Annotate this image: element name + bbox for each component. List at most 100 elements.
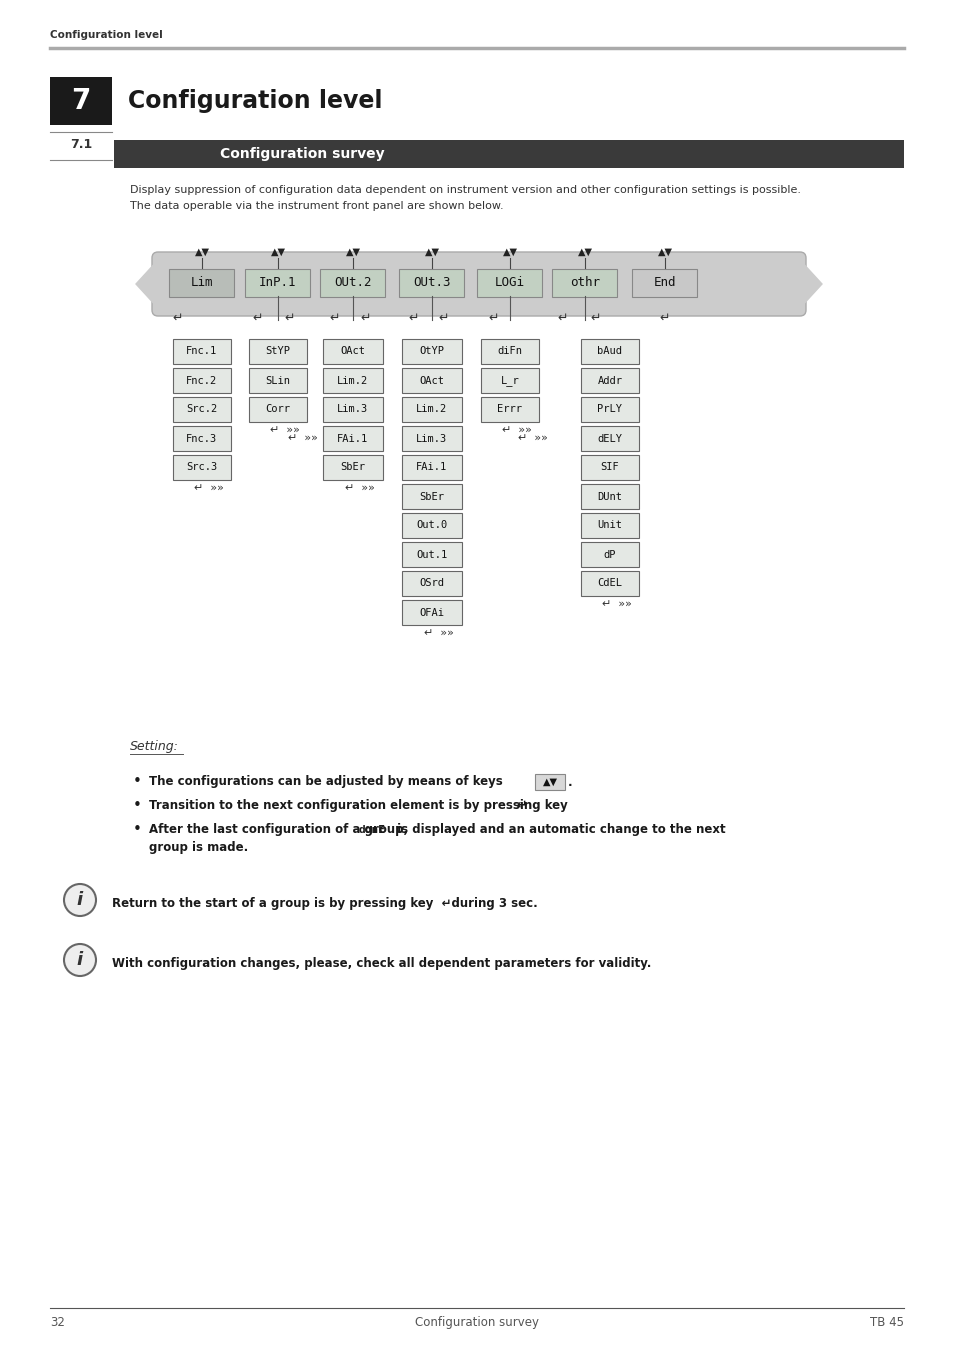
Text: PrLY: PrLY: [597, 405, 622, 414]
Text: ↵: ↵: [438, 312, 449, 325]
Text: Configuration level: Configuration level: [50, 30, 163, 40]
Text: CdEL: CdEL: [597, 579, 622, 589]
Text: Display suppression of configuration data dependent on instrument version and ot: Display suppression of configuration dat…: [130, 185, 801, 194]
Text: SLin: SLin: [265, 375, 291, 386]
Text: ↵  »»: ↵ »»: [288, 433, 317, 443]
Text: ↵: ↵: [516, 799, 526, 813]
Text: ↵  »»: ↵ »»: [423, 628, 454, 639]
Text: •: •: [132, 822, 142, 837]
FancyBboxPatch shape: [399, 269, 464, 297]
Text: Out.1: Out.1: [416, 549, 447, 559]
FancyBboxPatch shape: [249, 339, 307, 365]
Text: is displayed and an automatic change to the next: is displayed and an automatic change to …: [393, 824, 725, 837]
FancyBboxPatch shape: [401, 513, 461, 539]
FancyBboxPatch shape: [172, 369, 231, 393]
Text: othr: othr: [569, 277, 599, 289]
Text: Configuration level: Configuration level: [128, 89, 382, 113]
FancyBboxPatch shape: [245, 269, 310, 297]
FancyBboxPatch shape: [172, 455, 231, 481]
FancyBboxPatch shape: [249, 397, 307, 423]
Text: ↵: ↵: [172, 312, 183, 325]
FancyBboxPatch shape: [172, 339, 231, 365]
FancyBboxPatch shape: [323, 369, 382, 393]
Text: .: .: [567, 775, 572, 788]
Text: InP.1: InP.1: [259, 277, 296, 289]
Text: ▲▼: ▲▼: [577, 247, 592, 256]
FancyBboxPatch shape: [323, 427, 382, 451]
Text: ↵  »»: ↵ »»: [270, 425, 299, 435]
Text: Setting:: Setting:: [130, 740, 178, 753]
Text: dP: dP: [603, 549, 616, 559]
Text: SbEr: SbEr: [340, 463, 365, 472]
Text: ▲▼: ▲▼: [345, 247, 360, 256]
Text: Fnc.3: Fnc.3: [186, 433, 217, 444]
Text: ↵: ↵: [488, 312, 498, 325]
FancyBboxPatch shape: [50, 77, 112, 126]
FancyBboxPatch shape: [580, 513, 639, 539]
Text: Lim.2: Lim.2: [416, 405, 447, 414]
Text: Transition to the next configuration element is by pressing key: Transition to the next configuration ele…: [149, 799, 571, 813]
Text: OAct: OAct: [340, 347, 365, 356]
FancyBboxPatch shape: [401, 485, 461, 509]
FancyBboxPatch shape: [580, 541, 639, 567]
Text: ↵: ↵: [408, 312, 418, 325]
FancyBboxPatch shape: [113, 140, 903, 167]
FancyBboxPatch shape: [401, 427, 461, 451]
FancyBboxPatch shape: [580, 369, 639, 393]
Text: ↵: ↵: [360, 312, 371, 325]
Text: FAi.1: FAi.1: [337, 433, 368, 444]
Text: bAud: bAud: [597, 347, 622, 356]
Text: ▲▼: ▲▼: [194, 247, 210, 256]
Text: TB 45: TB 45: [869, 1316, 903, 1328]
Circle shape: [64, 944, 96, 976]
FancyBboxPatch shape: [580, 339, 639, 365]
Text: ↵: ↵: [284, 312, 294, 325]
FancyBboxPatch shape: [401, 599, 461, 625]
Text: ↵: ↵: [253, 312, 263, 325]
Text: i: i: [77, 950, 83, 969]
FancyBboxPatch shape: [172, 397, 231, 423]
Text: dELY: dELY: [597, 433, 622, 444]
FancyBboxPatch shape: [323, 455, 382, 481]
Text: ↵  »»: ↵ »»: [193, 483, 224, 493]
Text: donE: donE: [358, 825, 386, 836]
FancyBboxPatch shape: [480, 397, 538, 423]
Text: ↵: ↵: [659, 312, 670, 325]
Text: 32: 32: [50, 1316, 65, 1328]
FancyBboxPatch shape: [323, 397, 382, 423]
FancyBboxPatch shape: [152, 252, 805, 316]
Text: Errr: Errr: [497, 405, 522, 414]
Text: Lim.3: Lim.3: [416, 433, 447, 444]
Polygon shape: [800, 261, 821, 308]
Text: DUnt: DUnt: [597, 491, 622, 501]
FancyBboxPatch shape: [580, 571, 639, 595]
Text: OUt.3: OUt.3: [413, 277, 450, 289]
FancyBboxPatch shape: [552, 269, 617, 297]
Text: Src.3: Src.3: [186, 463, 217, 472]
Text: OAct: OAct: [419, 375, 444, 386]
Text: With configuration changes, please, check all dependent parameters for validity.: With configuration changes, please, chec…: [112, 957, 651, 971]
Circle shape: [64, 884, 96, 917]
Text: •: •: [132, 798, 142, 814]
Text: •: •: [132, 775, 142, 790]
FancyBboxPatch shape: [401, 397, 461, 423]
Text: The data operable via the instrument front panel are shown below.: The data operable via the instrument fro…: [130, 201, 503, 211]
Text: LOGi: LOGi: [495, 277, 524, 289]
Text: ↵  »»: ↵ »»: [517, 433, 547, 443]
FancyBboxPatch shape: [477, 269, 542, 297]
Text: The configurations can be adjusted by means of keys: The configurations can be adjusted by me…: [149, 775, 506, 788]
Text: i: i: [77, 891, 83, 909]
Text: Configuration survey: Configuration survey: [220, 147, 384, 161]
Text: Return to the start of a group is by pressing key  ↵during 3 sec.: Return to the start of a group is by pre…: [112, 898, 537, 910]
FancyBboxPatch shape: [632, 269, 697, 297]
Text: 7.1: 7.1: [70, 138, 92, 151]
FancyBboxPatch shape: [535, 774, 564, 790]
Text: OFAi: OFAi: [419, 608, 444, 617]
FancyBboxPatch shape: [172, 427, 231, 451]
FancyBboxPatch shape: [320, 269, 385, 297]
Text: OUt.2: OUt.2: [334, 277, 372, 289]
FancyBboxPatch shape: [170, 269, 234, 297]
Text: SbEr: SbEr: [419, 491, 444, 501]
Text: Fnc.1: Fnc.1: [186, 347, 217, 356]
Text: ▲▼: ▲▼: [271, 247, 285, 256]
